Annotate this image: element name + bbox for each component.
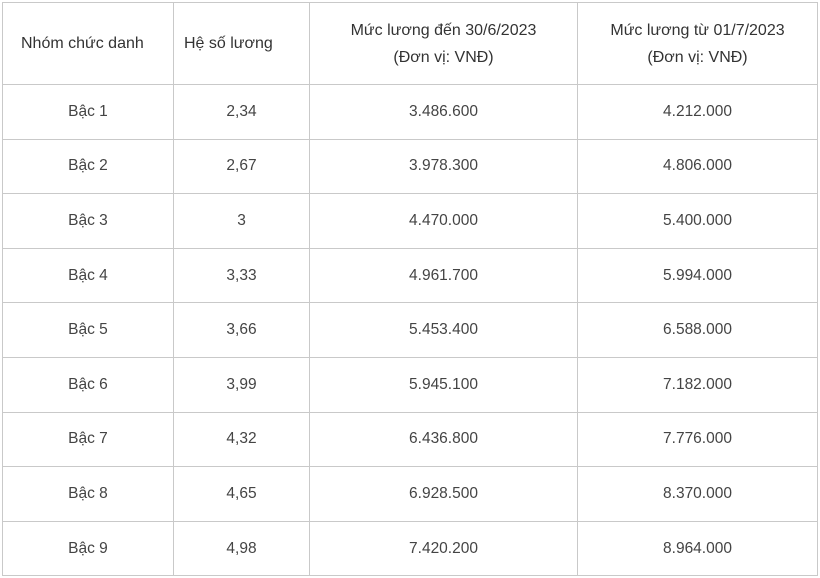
salary-from-cell: 8.370.000 bbox=[577, 466, 818, 522]
grade-cell: Bậc 8 bbox=[2, 466, 174, 522]
salary-until-cell: 7.420.200 bbox=[309, 520, 578, 577]
salary-from-cell: 5.400.000 bbox=[577, 193, 818, 249]
coefficient-cell: 3,33 bbox=[173, 247, 310, 304]
table-row: Bậc 8 4,65 6.928.500 8.370.000 bbox=[2, 466, 818, 522]
coefficient-cell: 3 bbox=[173, 193, 310, 249]
table-row: Bậc 2 2,67 3.978.300 4.806.000 bbox=[2, 138, 818, 195]
salary-until-cell: 6.928.500 bbox=[309, 466, 578, 522]
coefficient-cell: 4,65 bbox=[173, 466, 310, 522]
coefficient-cell: 4,98 bbox=[173, 520, 310, 577]
salary-from-cell: 4.212.000 bbox=[577, 84, 818, 140]
header-salary-coefficient-label: Hệ số lương bbox=[184, 35, 273, 52]
salary-until-cell: 3.978.300 bbox=[309, 138, 578, 195]
header-job-group-label: Nhóm chức danh bbox=[21, 35, 144, 52]
salary-from-cell: 4.806.000 bbox=[577, 138, 818, 195]
salary-until-cell: 4.961.700 bbox=[309, 247, 578, 304]
salary-until-cell: 5.453.400 bbox=[309, 302, 578, 358]
salary-until-cell: 5.945.100 bbox=[309, 356, 578, 413]
header-salary-from: Mức lương từ 01/7/2023 (Đơn vị: VNĐ) bbox=[577, 2, 818, 85]
salary-until-cell: 4.470.000 bbox=[309, 193, 578, 249]
table-row: Bậc 5 3,66 5.453.400 6.588.000 bbox=[2, 302, 818, 358]
table-row: Bậc 3 3 4.470.000 5.400.000 bbox=[2, 193, 818, 249]
coefficient-cell: 2,67 bbox=[173, 138, 310, 195]
table-row: Bậc 1 2,34 3.486.600 4.212.000 bbox=[2, 84, 818, 140]
salary-until-cell: 3.486.600 bbox=[309, 84, 578, 140]
table-row: Bậc 4 3,33 4.961.700 5.994.000 bbox=[2, 247, 818, 304]
header-row: Nhóm chức danh Hệ số lương Mức lương đến… bbox=[2, 2, 818, 85]
header-salary-until-unit: (Đơn vị: VNĐ) bbox=[393, 48, 494, 66]
grade-cell: Bậc 9 bbox=[2, 520, 174, 577]
salary-from-cell: 7.776.000 bbox=[577, 411, 818, 468]
salary-from-cell: 7.182.000 bbox=[577, 356, 818, 413]
grade-cell: Bậc 4 bbox=[2, 247, 174, 304]
salary-from-cell: 6.588.000 bbox=[577, 302, 818, 358]
table-row: Bậc 6 3,99 5.945.100 7.182.000 bbox=[2, 356, 818, 413]
header-salary-coefficient: Hệ số lương bbox=[173, 2, 310, 85]
salary-until-cell: 6.436.800 bbox=[309, 411, 578, 468]
header-salary-from-title: Mức lương từ 01/7/2023 bbox=[610, 21, 785, 39]
table-row: Bậc 7 4,32 6.436.800 7.776.000 bbox=[2, 411, 818, 468]
coefficient-cell: 3,66 bbox=[173, 302, 310, 358]
table-row: Bậc 9 4,98 7.420.200 8.964.000 bbox=[2, 520, 818, 577]
header-salary-from-unit: (Đơn vị: VNĐ) bbox=[647, 48, 748, 66]
grade-cell: Bậc 5 bbox=[2, 302, 174, 358]
grade-cell: Bậc 1 bbox=[2, 84, 174, 140]
coefficient-cell: 4,32 bbox=[173, 411, 310, 468]
grade-cell: Bậc 7 bbox=[2, 411, 174, 468]
header-job-group: Nhóm chức danh bbox=[2, 2, 174, 85]
salary-from-cell: 8.964.000 bbox=[577, 520, 818, 577]
grade-cell: Bậc 2 bbox=[2, 138, 174, 195]
coefficient-cell: 2,34 bbox=[173, 84, 310, 140]
grade-cell: Bậc 6 bbox=[2, 356, 174, 413]
header-salary-until-title: Mức lương đến 30/6/2023 bbox=[350, 21, 537, 39]
header-salary-until: Mức lương đến 30/6/2023 (Đơn vị: VNĐ) bbox=[309, 2, 578, 85]
salary-from-cell: 5.994.000 bbox=[577, 247, 818, 304]
coefficient-cell: 3,99 bbox=[173, 356, 310, 413]
grade-cell: Bậc 3 bbox=[2, 193, 174, 249]
